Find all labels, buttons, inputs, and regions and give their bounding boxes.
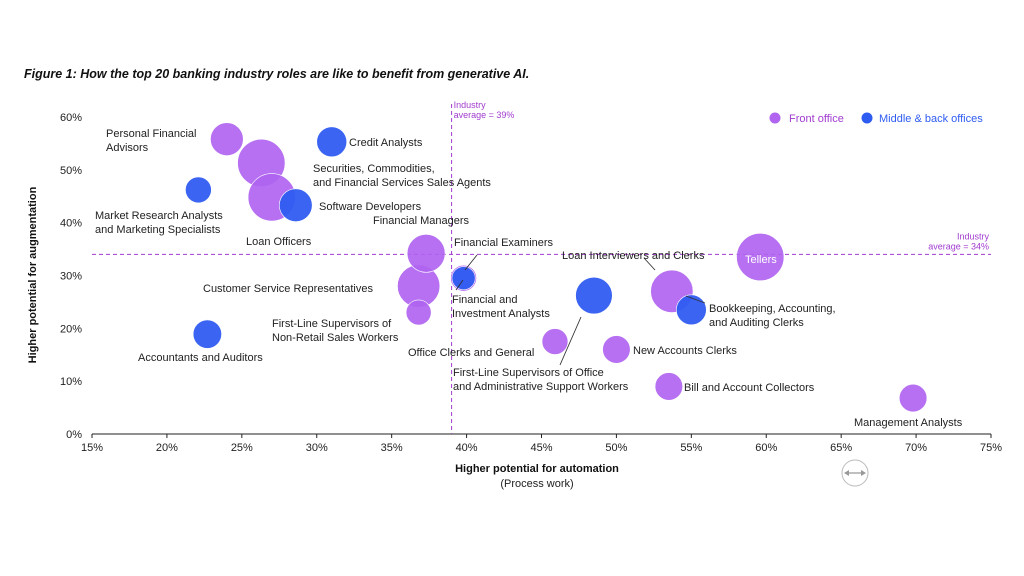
y-average-label: average = 34% <box>928 241 989 251</box>
bubble-financial-and-investment-analysts <box>451 266 476 291</box>
label-fin-managers: Financial Managers <box>373 215 469 227</box>
label-new-accounts: New Accounts Clerks <box>633 345 737 357</box>
y-axis-title: Higher potential for augmentation <box>27 186 39 363</box>
x-tick-label: 30% <box>306 442 328 454</box>
label-fls-office-1: First-Line Supervisors of Office <box>453 367 604 379</box>
bubble-market-research-analysts-and-marketing-specialists <box>185 176 212 204</box>
legend-swatch-middle-back <box>861 112 873 124</box>
label-bookkeeping-1: Bookkeeping, Accounting, <box>709 303 836 315</box>
leader-fin-inv <box>455 279 464 291</box>
x-tick-label: 75% <box>980 442 1002 454</box>
legend: Front office Middle & back offices <box>769 112 983 125</box>
label-securities-1: Securities, Commodities, <box>313 163 435 175</box>
label-loan-interviewers: Loan Interviewers and Clerks <box>562 250 705 262</box>
leader-lines <box>455 254 706 366</box>
bubble-software-developers <box>279 188 313 222</box>
x-axis-subtitle: (Process work) <box>500 478 573 490</box>
leader-fin-examiners <box>464 254 478 271</box>
bubble-labels: Personal Financial Advisors Credit Analy… <box>95 128 963 429</box>
label-fin-examiners: Financial Examiners <box>454 237 554 249</box>
bubble-first-line-supervisors-of-non-retail-sales-workers <box>405 299 432 326</box>
x-tick-label: 55% <box>680 442 702 454</box>
label-fls-nonretail-1: First-Line Supervisors of <box>272 318 392 330</box>
x-axis-title: Higher potential for automation <box>455 463 619 475</box>
legend-label-middle-back: Middle & back offices <box>879 113 983 125</box>
label-accountants: Accountants and Auditors <box>138 352 263 364</box>
y-tick-label: 10% <box>60 376 82 388</box>
y-tick-label: 50% <box>60 165 82 177</box>
label-market-1: Market Research Analysts <box>95 210 223 222</box>
label-software: Software Developers <box>319 201 422 213</box>
label-fin-inv-2: Investment Analysts <box>452 308 550 320</box>
label-credit: Credit Analysts <box>349 137 423 149</box>
bubbles <box>185 122 928 413</box>
label-securities-2: and Financial Services Sales Agents <box>313 177 491 189</box>
x-tick-label: 65% <box>830 442 852 454</box>
x-average-label: average = 39% <box>454 110 515 120</box>
double-arrow-icon <box>844 470 866 476</box>
x-tick-label: 40% <box>456 442 478 454</box>
label-bookkeeping-2: and Auditing Clerks <box>709 317 804 329</box>
label-fls-office-2: and Administrative Support Workers <box>453 381 629 393</box>
bubble-accountants-and-auditors <box>192 319 222 349</box>
y-tick-label: 30% <box>60 271 82 283</box>
leader-bookkeeping <box>685 295 706 304</box>
label-tellers: Tellers <box>745 254 777 266</box>
x-tick-label: 60% <box>755 442 777 454</box>
y-tick-label: 0% <box>66 429 82 441</box>
label-management: Management Analysts <box>854 417 963 429</box>
axes: 15% 20% 25% 30% 35% 40% 45% 50% 55% 60% 65% 70% 75% 0… <box>60 112 1002 454</box>
label-office-clerks: Office Clerks and General <box>408 347 534 359</box>
label-personal-1: Personal Financial <box>106 128 197 140</box>
x-tick-label: 35% <box>381 442 403 454</box>
x-tick-label: 20% <box>156 442 178 454</box>
y-tick-label: 20% <box>60 323 82 335</box>
chart-title: Figure 1: How the top 20 banking industr… <box>24 67 529 81</box>
bubble-first-line-supervisors-of-office-and-administrative-support-workers <box>575 276 613 315</box>
label-fin-inv-1: Financial and <box>452 294 517 306</box>
label-loan-officers: Loan Officers <box>246 236 312 248</box>
label-market-2: and Marketing Specialists <box>95 224 221 236</box>
bubble-bookkeeping-accounting-and-auditing-clerks <box>676 294 707 326</box>
label-fls-nonretail-2: Non-Retail Sales Workers <box>272 332 399 344</box>
x-tick-label: 50% <box>605 442 627 454</box>
bubble-tellers <box>736 232 785 282</box>
x-tick-label: 25% <box>231 442 253 454</box>
resize-handle[interactable] <box>841 459 869 487</box>
x-tick-label: 45% <box>530 442 552 454</box>
bubble-financial-managers <box>406 234 446 273</box>
bubble-bill-and-account-collectors <box>654 372 683 401</box>
bubble-credit-analysts <box>316 126 348 158</box>
bubble-management-analysts <box>898 383 928 413</box>
leader-loan-interviewers <box>643 257 656 271</box>
y-tick-label: 40% <box>60 218 82 230</box>
legend-swatch-front-office <box>769 112 781 124</box>
x-average-label: Industry <box>454 100 487 110</box>
bubble-office-clerks-and-general <box>541 328 569 355</box>
legend-label-front-office: Front office <box>789 113 844 125</box>
label-csr: Customer Service Representatives <box>203 283 373 295</box>
bubble-personal-financial-advisors <box>210 122 244 156</box>
label-personal-2: Advisors <box>106 142 149 154</box>
y-average-label: Industry <box>957 231 990 241</box>
x-tick-label: 15% <box>81 442 103 454</box>
label-bill: Bill and Account Collectors <box>684 382 815 394</box>
y-tick-label: 60% <box>60 112 82 124</box>
leader-fls-office <box>559 316 582 366</box>
x-tick-label: 70% <box>905 442 927 454</box>
bubble-new-accounts-clerks <box>602 335 631 364</box>
